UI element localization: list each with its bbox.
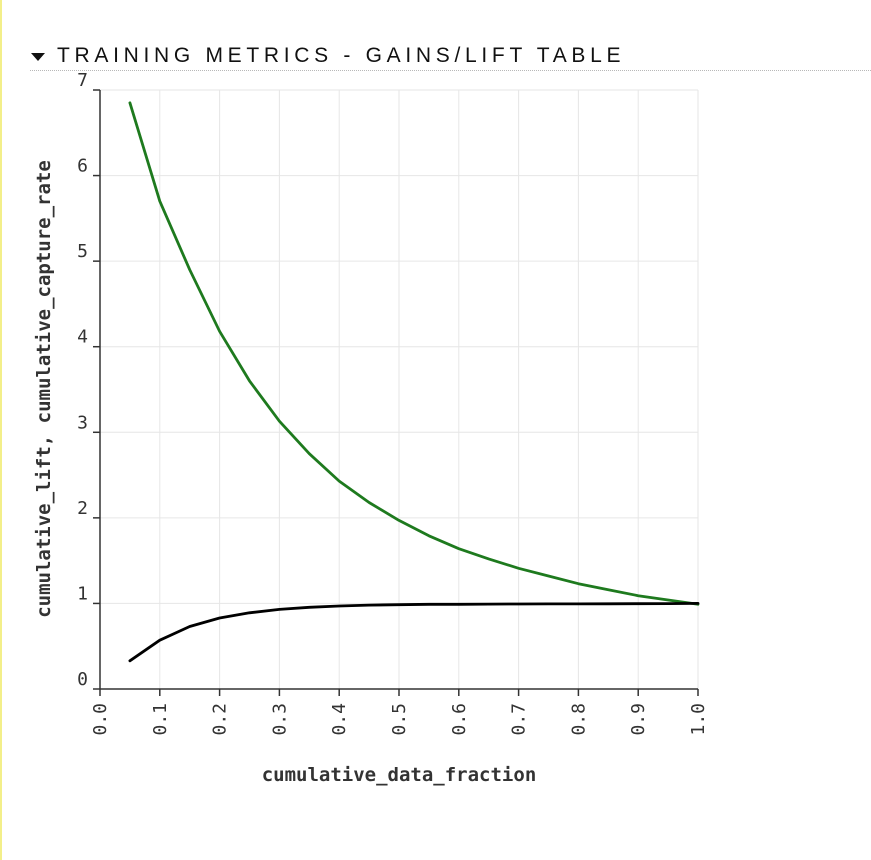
lift-series-line — [128, 101, 700, 606]
x-tick-label-6: 0.6 — [449, 703, 470, 736]
x-tick-label-7: 0.7 — [509, 703, 530, 736]
axes: 0 1 2 3 4 5 6 7 0.0 0.1 0.2 0.3 0.4 0.5 0.6 0.7 0.8 0.9 1.… — [77, 70, 709, 736]
section-title: TRAINING METRICS - GAINS/LIFT TABLE — [57, 44, 626, 67]
x-tick-label-10: 1.0 — [688, 703, 709, 736]
capture-rate-series-line — [128, 602, 700, 663]
y-tick-label-4: 4 — [77, 327, 88, 348]
section-header: TRAINING METRICS - GAINS/LIFT TABLE — [30, 42, 871, 71]
y-tick-label-3: 3 — [77, 412, 88, 433]
series-lines — [128, 101, 700, 663]
left-accent-bar — [0, 0, 2, 860]
triangle-down-icon[interactable] — [30, 50, 46, 64]
grid-lines — [99, 89, 699, 690]
x-tick-label-1: 0.1 — [150, 703, 171, 736]
x-tick-label-5: 0.5 — [389, 703, 410, 736]
y-tick-label-5: 5 — [77, 241, 88, 262]
x-tick-label-8: 0.8 — [568, 703, 589, 736]
x-axis-title: cumulative_data_fraction — [262, 764, 537, 786]
x-tick-label-3: 0.3 — [269, 703, 290, 736]
y-tick-label-2: 2 — [77, 498, 88, 519]
y-tick-label-0: 0 — [77, 669, 88, 690]
y-tick-label-7: 7 — [77, 70, 88, 91]
x-tick-label-9: 0.9 — [628, 703, 649, 736]
x-tick-label-0: 0.0 — [90, 703, 111, 736]
x-tick-label-4: 0.4 — [329, 703, 350, 736]
x-tick-label-2: 0.2 — [210, 703, 231, 736]
y-tick-label-6: 6 — [77, 156, 88, 177]
y-axis-title: cumulative_lift, cumulative_capture_rate — [33, 160, 55, 618]
y-tick-label-1: 1 — [77, 583, 88, 604]
